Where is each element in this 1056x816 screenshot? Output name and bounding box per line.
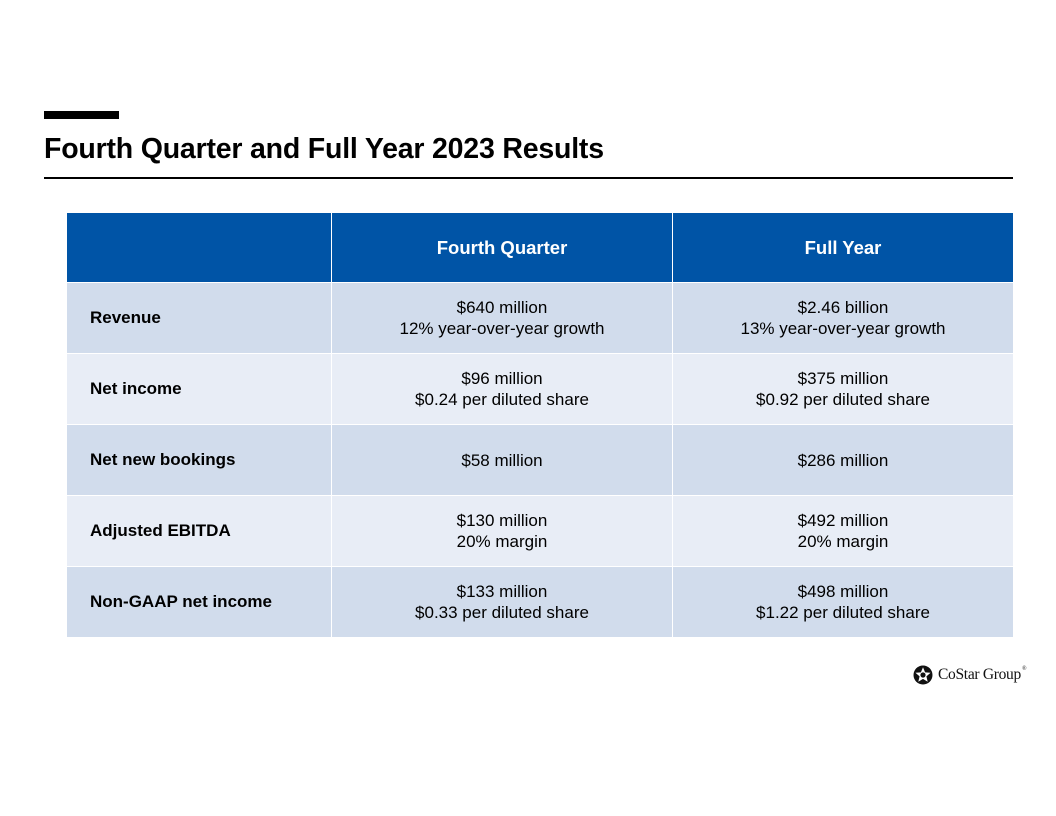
- title-accent-bar: [44, 111, 119, 119]
- table-row-net-income: Net income $96 million $0.24 per diluted…: [66, 353, 1014, 425]
- full-year-value: $2.46 billion 13% year-over-year growth: [672, 282, 1014, 354]
- table-row-non-gaap-net-income: Non-GAAP net income $133 million $0.33 p…: [66, 566, 1014, 638]
- full-year-value: $492 million 20% margin: [672, 495, 1014, 567]
- table-header-row: Fourth Quarter Full Year: [66, 212, 1014, 283]
- value-line: $286 million: [797, 450, 889, 470]
- full-year-value: $375 million $0.92 per diluted share: [672, 353, 1014, 425]
- results-table: Fourth Quarter Full Year Revenue $640 mi…: [66, 212, 1014, 638]
- value-subline: 20% margin: [797, 532, 889, 551]
- fourth-quarter-value: $130 million 20% margin: [331, 495, 673, 567]
- fourth-quarter-value: $133 million $0.33 per diluted share: [331, 566, 673, 638]
- value-line: $492 million: [797, 511, 889, 530]
- costar-star-icon: [913, 665, 933, 685]
- value-subline: 13% year-over-year growth: [740, 319, 946, 338]
- row-label: Non-GAAP net income: [66, 566, 332, 638]
- header-full-year: Full Year: [672, 212, 1014, 283]
- logo-wordmark: CoStar Group®: [938, 666, 1027, 684]
- value-subline: $0.92 per diluted share: [756, 390, 930, 409]
- value-line: $96 million: [461, 369, 543, 388]
- value-subline: 20% margin: [456, 532, 548, 551]
- title-divider: [44, 177, 1013, 179]
- table-row-adjusted-ebitda: Adjusted EBITDA $130 million 20% margin …: [66, 495, 1014, 567]
- page-title: Fourth Quarter and Full Year 2023 Result…: [44, 133, 604, 165]
- fourth-quarter-value: $96 million $0.24 per diluted share: [331, 353, 673, 425]
- costar-group-logo: CoStar Group®: [913, 664, 1027, 686]
- row-label: Adjusted EBITDA: [66, 495, 332, 567]
- value-line: $58 million: [461, 450, 543, 470]
- registered-mark: ®: [1021, 666, 1027, 672]
- header-fourth-quarter: Fourth Quarter: [331, 212, 673, 283]
- value-line: $375 million: [797, 369, 889, 388]
- row-label: Net new bookings: [66, 424, 332, 496]
- value-subline: $0.33 per diluted share: [415, 603, 589, 622]
- fourth-quarter-value: $640 million 12% year-over-year growth: [331, 282, 673, 354]
- value-line: $498 million: [797, 582, 889, 601]
- full-year-value: $286 million: [672, 424, 1014, 496]
- value-line: $2.46 billion: [797, 298, 889, 317]
- value-line: $130 million: [456, 511, 548, 530]
- row-label: Revenue: [66, 282, 332, 354]
- value-subline: $1.22 per diluted share: [756, 603, 930, 622]
- header-empty-cell: [66, 212, 332, 283]
- value-subline: $0.24 per diluted share: [415, 390, 589, 409]
- fourth-quarter-value: $58 million: [331, 424, 673, 496]
- table-row-net-new-bookings: Net new bookings $58 million $286 millio…: [66, 424, 1014, 496]
- logo-text: CoStar Group: [938, 666, 1021, 683]
- full-year-value: $498 million $1.22 per diluted share: [672, 566, 1014, 638]
- row-label: Net income: [66, 353, 332, 425]
- value-line: $640 million: [456, 298, 548, 317]
- value-subline: 12% year-over-year growth: [399, 319, 605, 338]
- table-row-revenue: Revenue $640 million 12% year-over-year …: [66, 282, 1014, 354]
- value-line: $133 million: [456, 582, 548, 601]
